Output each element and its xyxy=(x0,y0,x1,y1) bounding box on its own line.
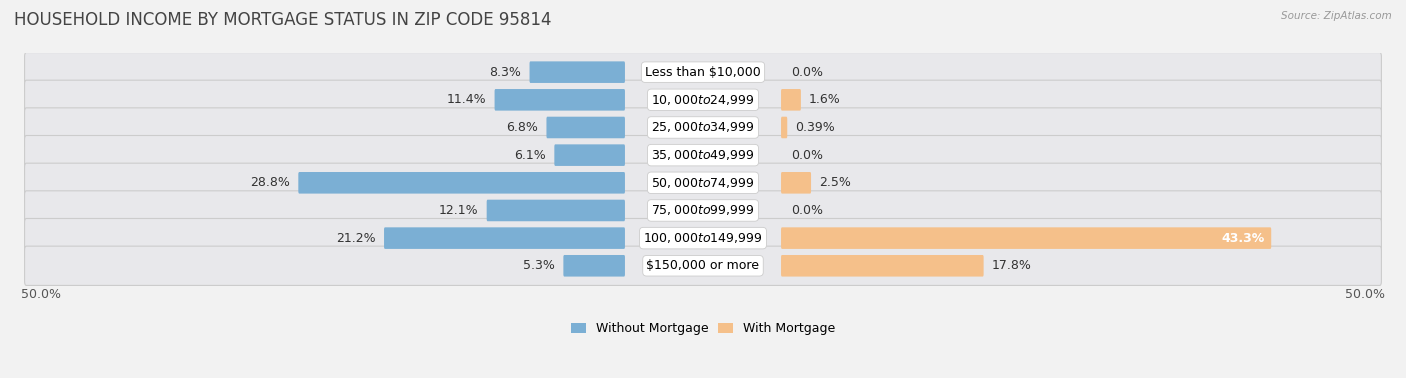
FancyBboxPatch shape xyxy=(495,89,624,111)
FancyBboxPatch shape xyxy=(782,172,811,194)
FancyBboxPatch shape xyxy=(24,135,1382,175)
FancyBboxPatch shape xyxy=(24,163,1382,203)
Text: 2.5%: 2.5% xyxy=(820,176,851,189)
Text: 0.0%: 0.0% xyxy=(792,204,823,217)
Text: 17.8%: 17.8% xyxy=(991,259,1032,272)
Text: $50,000 to $74,999: $50,000 to $74,999 xyxy=(651,176,755,190)
FancyBboxPatch shape xyxy=(554,144,624,166)
FancyBboxPatch shape xyxy=(782,117,787,138)
Text: 1.6%: 1.6% xyxy=(808,93,841,106)
Text: $150,000 or more: $150,000 or more xyxy=(647,259,759,272)
Text: $35,000 to $49,999: $35,000 to $49,999 xyxy=(651,148,755,162)
FancyBboxPatch shape xyxy=(24,108,1382,147)
FancyBboxPatch shape xyxy=(384,227,624,249)
Text: 8.3%: 8.3% xyxy=(489,66,522,79)
Text: 6.1%: 6.1% xyxy=(515,149,546,162)
Text: 11.4%: 11.4% xyxy=(447,93,486,106)
Text: 50.0%: 50.0% xyxy=(21,288,60,301)
FancyBboxPatch shape xyxy=(24,246,1382,285)
FancyBboxPatch shape xyxy=(486,200,624,221)
FancyBboxPatch shape xyxy=(530,61,624,83)
FancyBboxPatch shape xyxy=(24,80,1382,119)
FancyBboxPatch shape xyxy=(782,89,801,111)
FancyBboxPatch shape xyxy=(782,227,1271,249)
FancyBboxPatch shape xyxy=(24,218,1382,258)
FancyBboxPatch shape xyxy=(24,53,1382,92)
Text: 5.3%: 5.3% xyxy=(523,259,555,272)
Legend: Without Mortgage, With Mortgage: Without Mortgage, With Mortgage xyxy=(565,317,841,340)
FancyBboxPatch shape xyxy=(298,172,624,194)
Text: 6.8%: 6.8% xyxy=(506,121,538,134)
Text: 43.3%: 43.3% xyxy=(1222,232,1264,245)
Text: 0.0%: 0.0% xyxy=(792,149,823,162)
Text: $100,000 to $149,999: $100,000 to $149,999 xyxy=(644,231,762,245)
Text: $10,000 to $24,999: $10,000 to $24,999 xyxy=(651,93,755,107)
Text: 0.39%: 0.39% xyxy=(796,121,835,134)
Text: 12.1%: 12.1% xyxy=(439,204,478,217)
Text: 0.0%: 0.0% xyxy=(792,66,823,79)
Text: $75,000 to $99,999: $75,000 to $99,999 xyxy=(651,203,755,217)
Text: 28.8%: 28.8% xyxy=(250,176,290,189)
FancyBboxPatch shape xyxy=(564,255,624,277)
Text: 50.0%: 50.0% xyxy=(1346,288,1385,301)
FancyBboxPatch shape xyxy=(24,191,1382,230)
Text: $25,000 to $34,999: $25,000 to $34,999 xyxy=(651,121,755,135)
Text: 21.2%: 21.2% xyxy=(336,232,375,245)
FancyBboxPatch shape xyxy=(547,117,624,138)
Text: HOUSEHOLD INCOME BY MORTGAGE STATUS IN ZIP CODE 95814: HOUSEHOLD INCOME BY MORTGAGE STATUS IN Z… xyxy=(14,11,551,29)
Text: Less than $10,000: Less than $10,000 xyxy=(645,66,761,79)
Text: Source: ZipAtlas.com: Source: ZipAtlas.com xyxy=(1281,11,1392,21)
FancyBboxPatch shape xyxy=(782,255,984,277)
